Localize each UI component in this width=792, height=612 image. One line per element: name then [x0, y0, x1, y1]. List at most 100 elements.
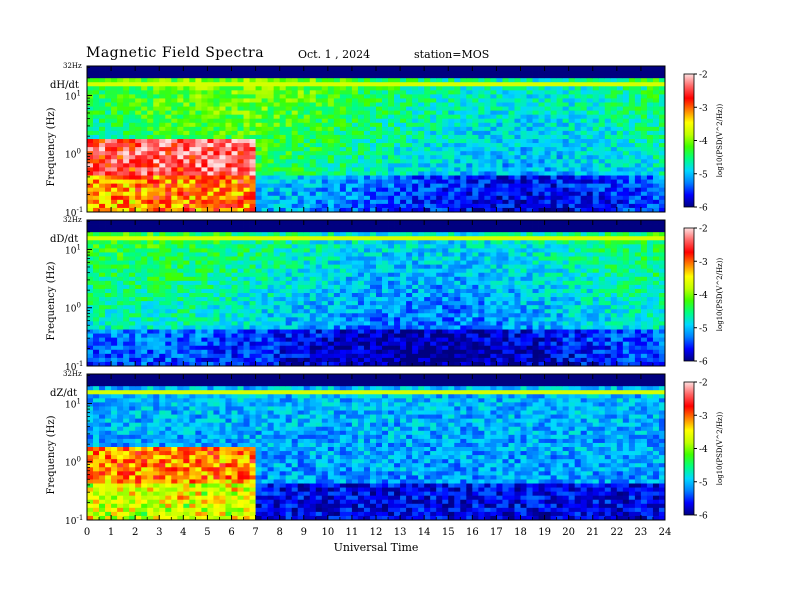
spectrogram-cell — [315, 179, 323, 185]
spectrogram-cell — [147, 179, 154, 185]
spectrogram-cell — [321, 232, 329, 237]
spectrogram-cell — [237, 353, 244, 359]
spectrogram-cell — [658, 195, 666, 201]
spectrogram-cell — [297, 301, 305, 306]
spectrogram-cell — [562, 195, 570, 201]
spectrogram-cell — [369, 151, 377, 156]
spectrogram-cell — [460, 195, 467, 201]
spectrogram-cell — [424, 70, 431, 75]
spectrogram-cell — [586, 171, 594, 176]
spectrogram-cell — [351, 102, 359, 107]
spectrogram-cell — [610, 86, 618, 91]
spectrogram-cell — [382, 183, 389, 189]
spectrogram-cell — [580, 163, 588, 168]
spectrogram-cell — [502, 159, 509, 164]
spectrogram-cell — [382, 179, 389, 185]
spectrogram-cell — [315, 143, 323, 148]
spectrogram-cell — [574, 98, 582, 103]
spectrogram-cell — [658, 110, 666, 116]
spectrogram-cell — [291, 252, 299, 257]
spectrogram-cell — [610, 134, 618, 140]
spectrogram-cell — [357, 155, 365, 160]
spectrogram-cell — [285, 151, 293, 156]
spectrogram-cell — [99, 252, 106, 257]
spectrogram-cell — [183, 134, 190, 140]
spectrogram-cell — [454, 203, 461, 209]
spectrogram-cell — [249, 256, 256, 261]
spectrogram-cell — [159, 195, 166, 201]
spectrogram-cell — [159, 118, 166, 124]
spectrogram-cell — [514, 70, 521, 75]
spectrogram-cell — [267, 183, 275, 189]
spectrogram-cell — [171, 147, 178, 152]
spectrogram-cell — [243, 118, 250, 124]
spectrogram-cell — [640, 86, 648, 91]
spectrogram-cell — [237, 220, 244, 225]
spectrogram-cell — [490, 106, 497, 112]
spectrogram-cell — [382, 175, 389, 180]
spectrogram-cell — [424, 134, 431, 140]
spectrogram-cell — [369, 86, 377, 91]
spectrogram-cell — [327, 98, 335, 103]
spectrogram-cell — [279, 94, 287, 99]
spectrogram-cell — [382, 151, 389, 156]
spectrogram-cell — [610, 175, 618, 180]
spectrogram-cell — [532, 171, 539, 176]
spectrogram-cell — [610, 147, 618, 152]
spectrogram-cell — [538, 171, 545, 176]
spectrogram-cell — [231, 361, 238, 367]
spectrogram-cell — [388, 86, 395, 91]
spectrogram-cell — [285, 349, 293, 355]
spectrogram-cell — [261, 232, 269, 237]
spectrogram-cell — [303, 224, 311, 229]
spectrogram-cell — [520, 159, 527, 164]
spectrogram-cell — [249, 78, 256, 83]
spectrogram-cell — [321, 268, 329, 274]
spectrogram-cell — [87, 98, 94, 103]
spectrogram-cell — [195, 252, 202, 257]
spectrogram-cell — [183, 106, 190, 112]
spectrogram-cell — [207, 224, 214, 229]
spectrogram-cell — [580, 199, 588, 205]
spectrogram-cell — [315, 264, 323, 270]
spectrogram-cell — [201, 195, 208, 201]
spectrogram-cell — [213, 357, 220, 363]
spectrogram-cell — [129, 272, 136, 278]
spectrogram-cell — [99, 187, 106, 193]
spectrogram-cell — [225, 187, 232, 193]
spectrogram-cell — [514, 126, 521, 132]
spectrogram-cell — [273, 349, 281, 355]
spectrogram-cell — [273, 244, 281, 249]
spectrogram-cell — [129, 329, 136, 334]
spectrogram-cell — [183, 70, 190, 75]
spectrogram-cell — [448, 66, 455, 71]
spectrogram-cell — [484, 70, 491, 75]
spectrogram-cell — [267, 309, 275, 314]
spectrogram-cell — [117, 317, 124, 322]
spectrogram-cell — [153, 94, 160, 99]
spectrogram-cell — [243, 337, 250, 343]
spectrogram-cell — [261, 284, 269, 290]
spectrogram-cell — [207, 317, 214, 322]
spectrogram-cell — [616, 179, 624, 185]
spectrogram-cell — [267, 78, 275, 83]
spectrogram-cell — [382, 147, 389, 152]
spectrogram-cell — [273, 329, 281, 334]
spectrogram-cell — [604, 163, 612, 168]
spectrogram-cell — [532, 167, 539, 172]
spectrogram-cell — [321, 195, 329, 201]
spectrogram-cell — [658, 155, 666, 160]
spectrogram-cell — [568, 110, 576, 116]
spectrogram-cell — [153, 236, 160, 241]
spectrogram-cell — [111, 244, 118, 249]
spectrogram-cell — [388, 207, 395, 213]
spectrogram-cell — [315, 82, 323, 87]
spectrogram-cell — [201, 325, 208, 330]
spectrogram-cell — [201, 179, 208, 185]
spectrogram-cell — [418, 98, 425, 103]
spectrogram-cell — [460, 155, 467, 160]
spectrogram-cell — [219, 272, 226, 278]
spectrogram-cell — [183, 244, 190, 249]
spectrogram-cell — [129, 349, 136, 355]
spectrogram-cell — [550, 94, 558, 99]
